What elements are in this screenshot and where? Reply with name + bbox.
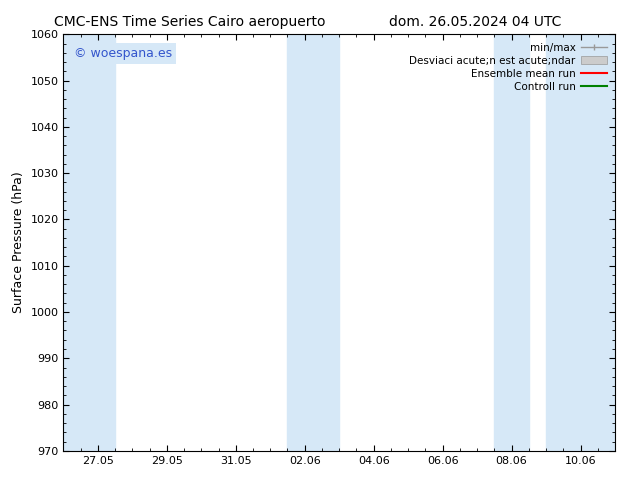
Text: CMC-ENS Time Series Cairo aeropuerto: CMC-ENS Time Series Cairo aeropuerto: [55, 15, 326, 29]
Bar: [495, 34, 529, 451]
Legend: min/max, Desviaci acute;n est acute;ndar, Ensemble mean run, Controll run: min/max, Desviaci acute;n est acute;ndar…: [406, 40, 610, 95]
Bar: [63, 34, 115, 451]
Text: dom. 26.05.2024 04 UTC: dom. 26.05.2024 04 UTC: [389, 15, 562, 29]
Y-axis label: Surface Pressure (hPa): Surface Pressure (hPa): [12, 172, 25, 314]
Bar: [546, 34, 615, 451]
Bar: [287, 34, 339, 451]
Text: © woespana.es: © woespana.es: [74, 47, 172, 60]
